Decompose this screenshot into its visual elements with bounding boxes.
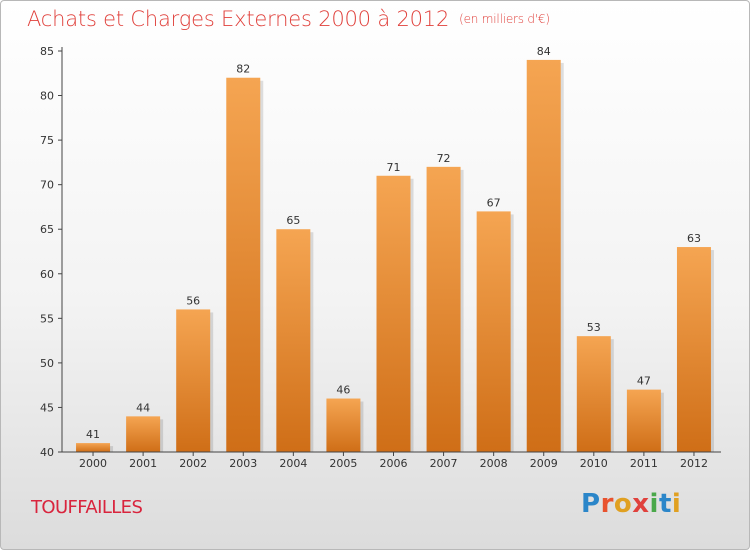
data-label-2011: 47: [637, 375, 651, 388]
axes-group: 2000 2001 2002 2003 2004 2005 2006 2007 2008 2009…: [40, 45, 721, 470]
x-tick-label-2001: 2001: [129, 457, 157, 470]
x-tick-label-2002: 2002: [179, 457, 207, 470]
bar-2008: [476, 211, 511, 452]
y-tick-label-45: 45: [40, 401, 54, 414]
bar-2006: [376, 175, 411, 452]
bar-2003: [226, 77, 261, 452]
x-tick-label-2010: 2010: [580, 457, 608, 470]
bar-2005: [326, 398, 361, 452]
x-tick-label-2005: 2005: [329, 457, 357, 470]
y-tick-label-75: 75: [40, 134, 54, 147]
chart-title: Achats et Charges Externes 2000 à 2012 (e…: [27, 7, 550, 31]
bar-2012: [676, 247, 711, 452]
data-label-2010: 53: [587, 321, 601, 334]
x-tick-label-2000: 2000: [79, 457, 107, 470]
y-tick-label-70: 70: [40, 179, 54, 192]
x-tick-label-2008: 2008: [480, 457, 508, 470]
y-tick-label-65: 65: [40, 223, 54, 236]
data-label-2004: 65: [286, 214, 300, 227]
data-label-2002: 56: [186, 294, 200, 307]
bar-2001: [126, 416, 161, 452]
bar-2010: [576, 336, 611, 452]
x-tick-label-2003: 2003: [229, 457, 257, 470]
data-label-2000: 41: [86, 428, 100, 441]
chart-title-text: Achats et Charges Externes 2000 à 2012: [27, 7, 450, 31]
data-label-2012: 63: [687, 232, 701, 245]
x-tick-label-2009: 2009: [530, 457, 558, 470]
commune-name: TOUFFAILLES: [31, 497, 143, 518]
x-tick-label-2007: 2007: [430, 457, 458, 470]
x-tick-label-2004: 2004: [279, 457, 307, 470]
y-tick-label-55: 55: [40, 312, 54, 325]
y-tick-label-80: 80: [40, 90, 54, 103]
data-label-2001: 44: [136, 401, 150, 414]
proxiti-logo: Proxiti: [581, 489, 682, 519]
x-tick-label-2012: 2012: [680, 457, 708, 470]
bar-2002: [176, 309, 211, 452]
y-tick-label-40: 40: [40, 446, 54, 459]
data-label-2005: 46: [336, 384, 350, 397]
data-label-2008: 67: [487, 196, 501, 209]
y-tick-label-50: 50: [40, 357, 54, 370]
data-label-2003: 82: [236, 63, 250, 76]
bar-2007: [426, 166, 461, 452]
bars-group: 41 44 56 82 65 46 71 72 67 84 53 47 63: [76, 45, 714, 453]
y-tick-label-60: 60: [40, 268, 54, 281]
bar-2009: [526, 59, 561, 453]
data-label-2009: 84: [537, 45, 551, 58]
bar-2011: [626, 389, 661, 452]
x-tick-label-2006: 2006: [380, 457, 408, 470]
data-label-2006: 71: [387, 161, 401, 174]
unit-note: (en milliers d'€): [459, 12, 550, 26]
bar-2004: [276, 229, 311, 452]
x-tick-label-2011: 2011: [630, 457, 658, 470]
bar-2000: [76, 443, 111, 452]
data-label-2007: 72: [437, 152, 451, 165]
y-tick-label-85: 85: [40, 45, 54, 58]
